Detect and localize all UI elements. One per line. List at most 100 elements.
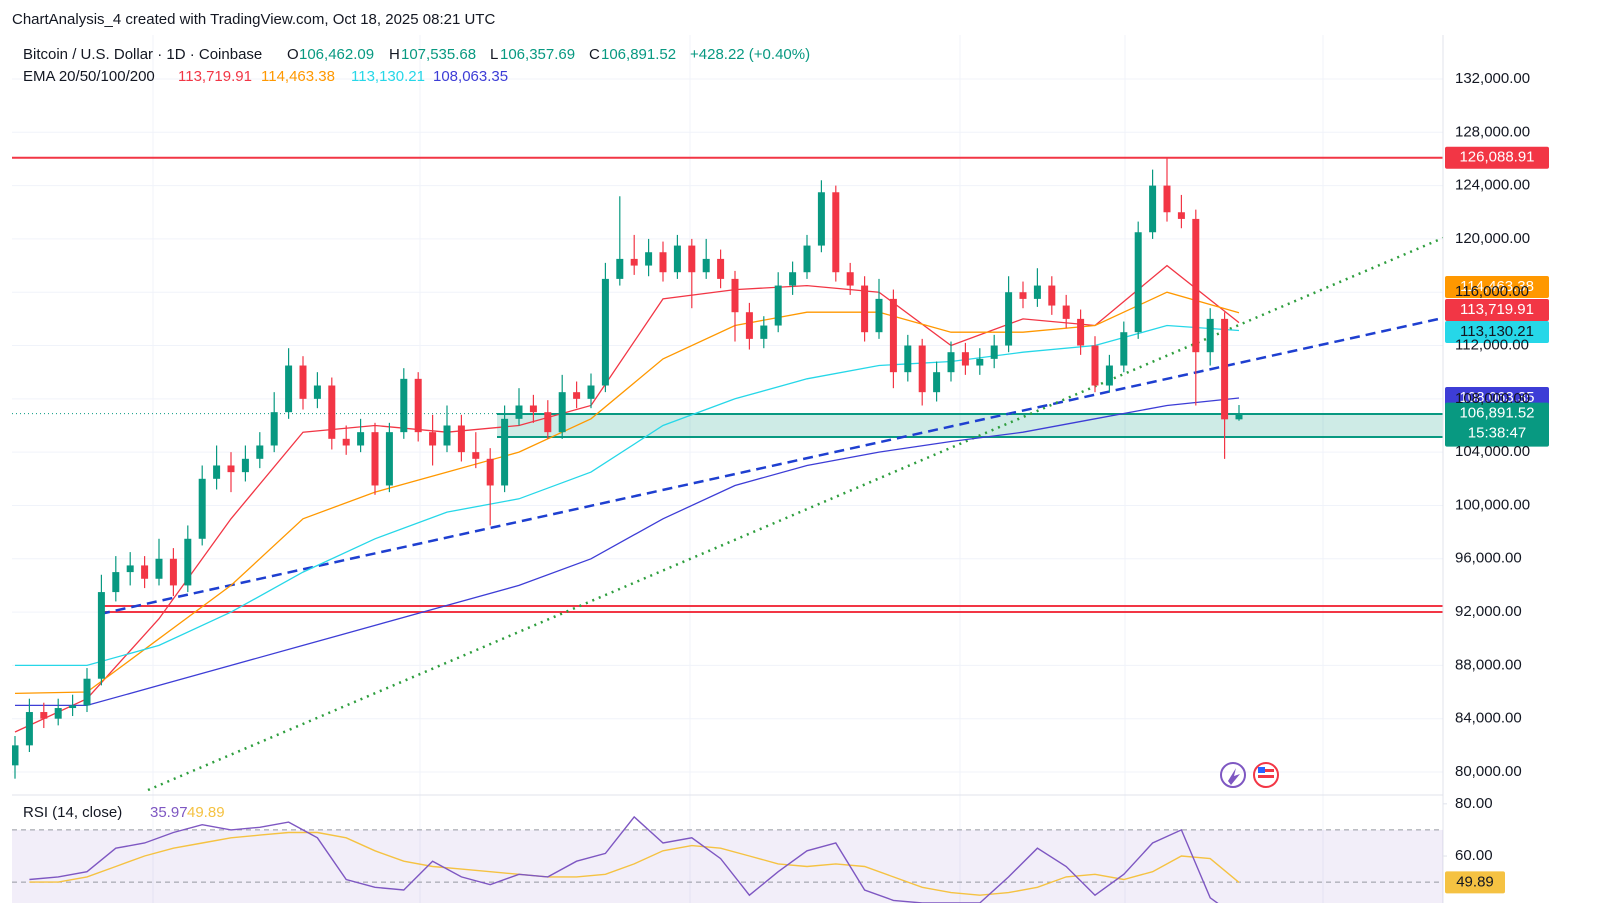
change: +428.22 (+0.40%) xyxy=(690,46,810,63)
candle-body xyxy=(601,278,609,386)
candle-body xyxy=(1221,318,1229,420)
ema-line xyxy=(14,264,1240,733)
candle-body xyxy=(285,365,293,413)
rsi-ma-tag xyxy=(1445,871,1505,894)
ema-value: 108,063.35 xyxy=(433,68,508,85)
countdown: 15:38:47 xyxy=(1468,425,1526,442)
candle-body xyxy=(371,432,379,486)
candle-body xyxy=(270,412,278,446)
candle-body xyxy=(947,352,955,373)
level-tag-label: 126,088.91 xyxy=(1459,149,1534,166)
candle-body xyxy=(1206,318,1214,353)
y-tick-label: 80,000.00 xyxy=(1455,763,1522,780)
candle-body xyxy=(846,272,854,286)
candle-body xyxy=(616,258,624,279)
icon-bolt xyxy=(1228,768,1240,785)
rsi-plot xyxy=(12,815,1443,903)
candle-body xyxy=(1177,212,1185,219)
candle-body xyxy=(12,745,19,766)
ohlc-label: O xyxy=(287,46,299,63)
icon[interactable] xyxy=(1220,762,1246,788)
y-tick-label: 92,000.00 xyxy=(1455,603,1522,620)
ema-tag xyxy=(1445,276,1549,298)
y-tick-label: 128,000.00 xyxy=(1455,123,1530,140)
candle-body xyxy=(501,418,509,486)
ohlc-value: 106,462.09 xyxy=(299,46,374,63)
icon-stripe xyxy=(1258,769,1274,772)
price-pane xyxy=(12,78,1443,792)
candle-body xyxy=(789,272,797,286)
last-price-label: 106,891.52 xyxy=(1459,405,1534,422)
candle-body xyxy=(69,705,77,709)
candle-body xyxy=(357,432,365,446)
candle-body xyxy=(673,245,681,273)
candle-body xyxy=(587,385,595,399)
candle-body xyxy=(112,572,120,593)
candle-body xyxy=(904,345,912,373)
candle-body xyxy=(1105,365,1113,386)
candle-body xyxy=(573,392,581,399)
y-tick-label: 132,000.00 xyxy=(1455,70,1530,87)
candle-body xyxy=(544,412,552,433)
candle-body xyxy=(861,285,869,333)
candle-body xyxy=(141,565,149,579)
icons xyxy=(1220,762,1279,788)
ohlc-label: L xyxy=(490,46,498,63)
candle-body xyxy=(342,438,350,446)
y-tick-label: 112,000.00 xyxy=(1455,336,1529,353)
candle-body xyxy=(1120,332,1128,366)
candle-body xyxy=(25,712,33,746)
candle-body xyxy=(213,465,221,479)
candle-body xyxy=(817,192,825,246)
candle-body xyxy=(918,345,926,393)
candle-body xyxy=(933,372,941,393)
candle-body xyxy=(889,298,897,373)
candle-body xyxy=(256,445,264,459)
rsi-ma-line xyxy=(29,831,1240,896)
ohlc-value: 106,357.69 xyxy=(500,46,575,63)
y-tick-label: 120,000.00 xyxy=(1455,230,1530,247)
ema-tag-label: 108,063.35 xyxy=(1459,389,1534,406)
ema-value: 113,719.91 xyxy=(178,68,252,85)
candle-body xyxy=(385,432,393,486)
candle-body xyxy=(745,312,753,339)
ohlc-label: C xyxy=(589,46,600,63)
candle-body xyxy=(961,352,969,366)
candle-body xyxy=(126,565,134,573)
candle-body xyxy=(645,252,653,266)
y-tick-label: 116,000.00 xyxy=(1455,283,1529,300)
ema-value: 113,130.21 xyxy=(351,68,425,85)
candle-body xyxy=(328,385,336,439)
candle-body xyxy=(1077,318,1085,346)
y-tick-label: 100,000.00 xyxy=(1455,496,1530,513)
candle-body xyxy=(702,258,710,273)
candle-body xyxy=(1134,232,1142,333)
candle-body xyxy=(1019,292,1027,299)
ema-line xyxy=(14,291,1240,695)
candle-body xyxy=(1192,218,1200,353)
candle-body xyxy=(990,345,998,359)
rsi-tick-label: 80.00 xyxy=(1455,795,1493,812)
candle-body xyxy=(558,392,566,433)
candle-body xyxy=(1048,285,1056,306)
price-tags: 126,088.91 113,719.91 114,463.38 113,130.21… xyxy=(1445,146,1549,894)
candle-body xyxy=(760,325,768,339)
candle-body xyxy=(515,405,523,419)
y-tick-label: 124,000.00 xyxy=(1455,177,1530,194)
candle-body xyxy=(1005,292,1013,346)
candle-body xyxy=(630,258,638,266)
y-tick-label: 108,000.00 xyxy=(1455,390,1530,407)
y-tick-label: 84,000.00 xyxy=(1455,710,1522,727)
candle-body xyxy=(40,712,48,719)
rsi-tick-label: 60.00 xyxy=(1455,847,1493,864)
candle-body xyxy=(198,478,206,539)
ema-tag-label: 114,463.38 xyxy=(1460,278,1534,295)
ohlc-value: 107,535.68 xyxy=(401,46,476,63)
candle-body xyxy=(486,458,494,486)
ema-tag-label: 113,130.21 xyxy=(1460,323,1534,340)
candle-body xyxy=(54,708,62,719)
ohlc-value: 106,891.52 xyxy=(601,46,676,63)
candle-body xyxy=(1235,413,1243,420)
icon-stripe xyxy=(1258,775,1274,778)
